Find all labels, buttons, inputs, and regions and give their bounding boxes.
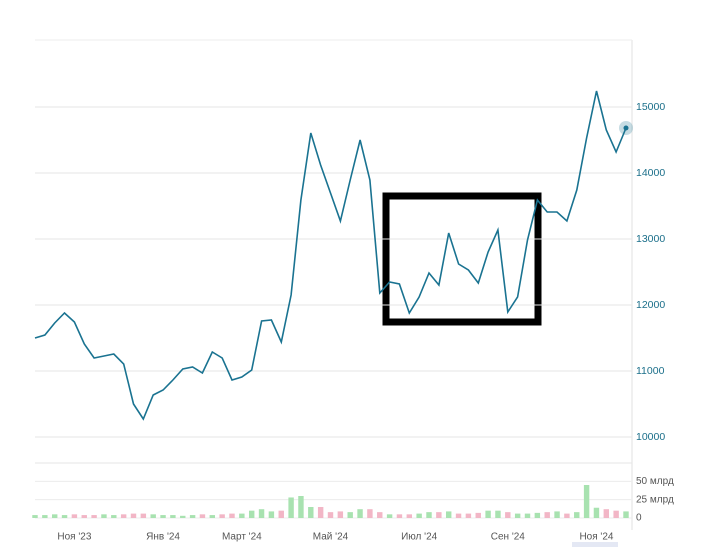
volume-bar bbox=[199, 514, 206, 518]
volume-bar bbox=[268, 511, 275, 518]
x-tick-label: Сен '24 bbox=[491, 532, 526, 543]
y-tick-label: 13000 bbox=[636, 233, 665, 245]
volume-bar bbox=[180, 515, 186, 518]
volume-bar bbox=[623, 511, 629, 518]
x-tick-label: Ноя '23 bbox=[57, 532, 91, 543]
volume-bar bbox=[436, 512, 442, 518]
volume-bar bbox=[71, 514, 78, 518]
volume-bar bbox=[367, 509, 373, 518]
volume-bar bbox=[219, 514, 225, 518]
volume-bar bbox=[81, 515, 87, 518]
volume-bar bbox=[514, 513, 521, 518]
y-tick-label: 11000 bbox=[636, 365, 665, 377]
x-tick-label: Март '24 bbox=[222, 532, 262, 543]
volume-bar bbox=[239, 513, 245, 518]
volume-bar bbox=[61, 515, 68, 518]
volume-bar bbox=[613, 510, 619, 518]
x-tick-label: Янв '24 bbox=[146, 532, 180, 543]
volume-bar bbox=[337, 511, 344, 518]
volume-bar bbox=[564, 513, 570, 518]
price-line bbox=[34, 90, 627, 421]
volume-bar bbox=[111, 515, 117, 518]
volume-bar bbox=[42, 515, 48, 518]
volume-bar bbox=[130, 513, 137, 518]
y-tick-label: 12000 bbox=[636, 299, 665, 311]
y-tick-label: 50 млрд bbox=[636, 476, 674, 487]
volume-bar bbox=[455, 513, 462, 518]
volume-bar bbox=[534, 512, 541, 518]
volume-bar bbox=[386, 514, 393, 518]
volume-bar bbox=[583, 485, 590, 518]
volume-bar bbox=[475, 512, 481, 518]
volume-bar bbox=[32, 515, 38, 518]
y-tick-label: 25 млрд bbox=[636, 494, 674, 505]
volume-bar bbox=[258, 509, 265, 518]
x-tick-label: Июл '24 bbox=[401, 532, 438, 543]
volume-bar bbox=[574, 512, 580, 518]
volume-bar bbox=[51, 514, 58, 518]
volume-bar bbox=[377, 512, 383, 518]
volume-bar bbox=[357, 509, 363, 518]
volume-bar bbox=[485, 510, 491, 518]
last-point bbox=[623, 125, 629, 131]
volume-bar bbox=[544, 512, 550, 518]
volume-bar bbox=[396, 514, 403, 518]
volume-bar bbox=[248, 510, 255, 518]
volume-bar bbox=[406, 514, 413, 518]
volume-bar bbox=[445, 511, 452, 518]
volume-bar bbox=[505, 512, 511, 518]
x-tick-label: Ноя '24 bbox=[579, 532, 613, 543]
volume-bar bbox=[288, 497, 294, 518]
volume-bar bbox=[91, 515, 97, 518]
volume-bar bbox=[495, 510, 501, 518]
y-tick-label: 15000 bbox=[636, 101, 665, 113]
volume-bar bbox=[327, 512, 334, 518]
volume-bar bbox=[160, 515, 166, 518]
volume-bar bbox=[229, 513, 235, 518]
volume-bar bbox=[347, 512, 353, 518]
volume-bar bbox=[298, 496, 304, 518]
volume-bar bbox=[603, 509, 610, 518]
volume-bar bbox=[209, 515, 216, 518]
x-tick-label: Май '24 bbox=[313, 532, 349, 543]
volume-bar bbox=[120, 514, 127, 518]
volume-bar bbox=[426, 512, 432, 518]
volume-bar bbox=[189, 515, 196, 518]
volume-bar bbox=[465, 513, 472, 518]
volume-bar bbox=[150, 514, 156, 518]
volume-bar bbox=[170, 515, 176, 518]
y-tick-label: 10000 bbox=[636, 431, 665, 443]
y-tick-label: 14000 bbox=[636, 167, 665, 179]
volume-bar bbox=[593, 507, 600, 518]
volume-bar bbox=[278, 510, 284, 518]
volume-bar bbox=[416, 513, 422, 518]
highlight-box bbox=[382, 192, 542, 326]
scroll-handle bbox=[572, 542, 618, 547]
volume-bar bbox=[140, 513, 147, 518]
volume-bar bbox=[554, 511, 560, 518]
y-tick-label: 0 bbox=[636, 513, 642, 524]
volume-bar bbox=[101, 514, 107, 518]
volume-bar bbox=[308, 507, 314, 518]
volume-bar bbox=[317, 507, 324, 518]
volume-bar bbox=[524, 513, 531, 518]
